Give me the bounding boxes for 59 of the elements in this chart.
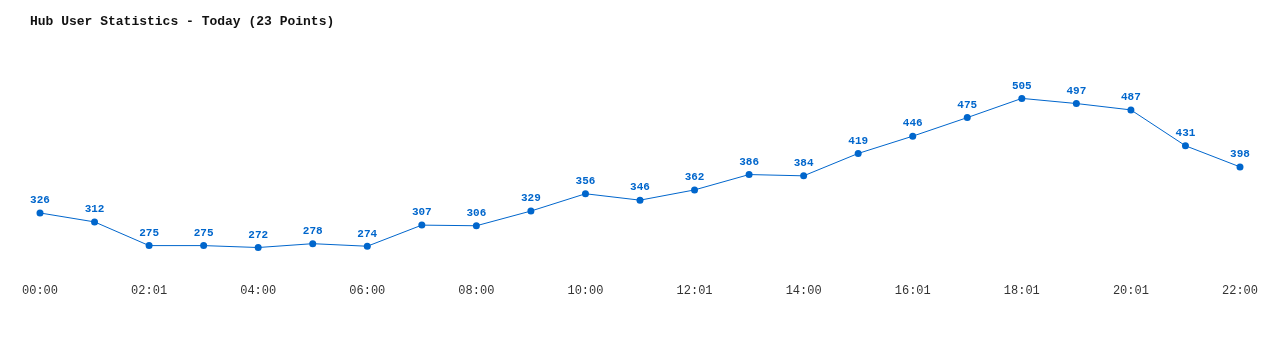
x-tick-label: 18:01 — [1003, 283, 1040, 298]
data-label: 329 — [521, 192, 541, 205]
point — [963, 114, 971, 122]
data-label: 431 — [1175, 127, 1196, 140]
x-tick-label: 12:01 — [676, 283, 713, 298]
point — [800, 172, 808, 180]
data-label: 306 — [466, 207, 487, 220]
point — [1127, 106, 1135, 114]
x-tick-label: 20:01 — [1112, 283, 1149, 298]
point — [309, 240, 317, 248]
data-label: 419 — [848, 134, 869, 147]
data-label: 446 — [902, 117, 923, 130]
point — [636, 196, 644, 204]
data-label: 475 — [957, 98, 978, 111]
point — [691, 186, 699, 194]
point — [1018, 94, 1026, 102]
x-tick-label: 22:00 — [1221, 283, 1258, 298]
x-tick-label: 16:01 — [894, 283, 931, 298]
point — [254, 244, 262, 252]
point — [1236, 163, 1244, 171]
data-label: 278 — [302, 224, 324, 237]
point — [36, 209, 44, 217]
point — [145, 242, 153, 250]
point — [854, 149, 862, 157]
data-label: 346 — [630, 181, 650, 194]
data-label: 505 — [1011, 79, 1033, 92]
data-label: 274 — [357, 227, 378, 240]
data-label: 356 — [575, 175, 596, 188]
data-label: 307 — [411, 206, 432, 219]
data-label: 487 — [1121, 91, 1141, 104]
data-label: 386 — [739, 155, 759, 168]
data-label: 275 — [139, 226, 160, 239]
point — [1181, 142, 1189, 150]
data-label: 398 — [1230, 148, 1251, 161]
point — [418, 221, 426, 229]
x-tick-label: 02:01 — [131, 283, 168, 298]
x-tick-label: 00:00 — [22, 283, 59, 298]
data-label: 384 — [793, 157, 814, 170]
x-tick-label: 06:00 — [349, 283, 386, 298]
x-tick-label: 10:00 — [567, 283, 604, 298]
x-tick-label: 14:00 — [785, 283, 822, 298]
data-label: 275 — [193, 226, 214, 239]
point — [581, 190, 589, 198]
data-label: 326 — [30, 194, 50, 207]
x-tick-label: 08:00 — [458, 283, 495, 298]
point — [745, 171, 753, 179]
data-label: 312 — [84, 203, 105, 216]
data-label: 362 — [684, 171, 705, 184]
point — [909, 132, 917, 140]
point — [200, 242, 208, 250]
chart-title: Hub User Statistics - Today (23 Points) — [30, 14, 335, 30]
x-tick-label: 04:00 — [240, 283, 277, 298]
data-label: 497 — [1066, 84, 1087, 97]
point — [363, 242, 371, 250]
point — [527, 207, 535, 215]
point — [472, 222, 480, 230]
point — [91, 218, 99, 226]
point — [1072, 100, 1080, 108]
data-label: 272 — [248, 228, 269, 241]
